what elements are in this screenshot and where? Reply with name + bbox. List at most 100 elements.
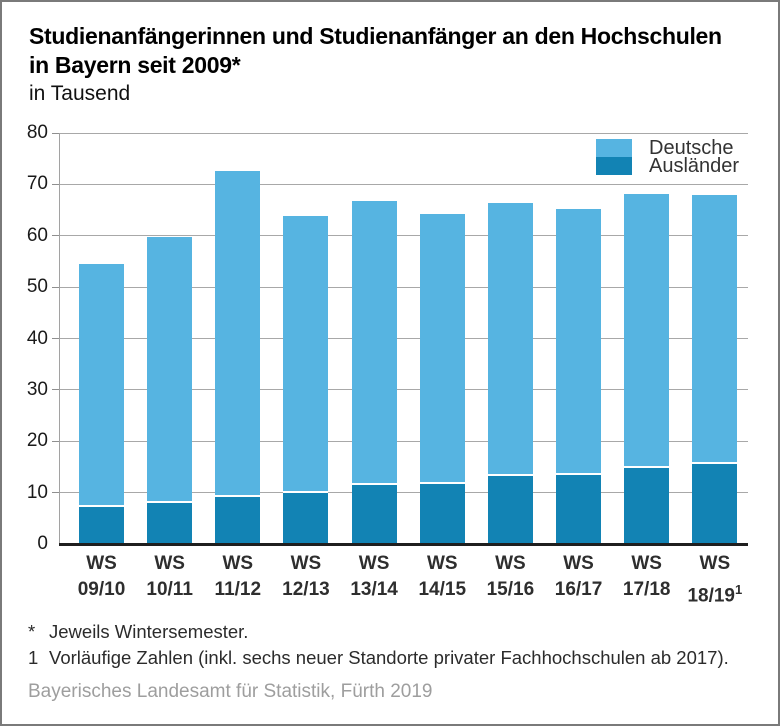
bar-segment-auslaender — [283, 492, 329, 544]
footnote-asterisk: * Jeweils Wintersemester. — [28, 619, 729, 644]
x-axis-label-line1: WS — [631, 553, 662, 574]
x-axis-label: WS 11/12 — [204, 551, 272, 603]
gridline — [59, 389, 748, 391]
x-axis-label: WS 18/191 — [681, 551, 749, 609]
bar-segment-auslaender — [624, 468, 670, 544]
bar-segment-deutsche — [419, 213, 465, 484]
x-axis-label-line1: WS — [222, 553, 254, 574]
x-axis-label-line2: 10/11 — [146, 579, 193, 600]
page-title: Studienanfängerinnen und Studienanfänger… — [29, 22, 722, 80]
bar-segment-auslaender — [556, 474, 602, 544]
x-axis-label: WS 13/14 — [340, 551, 408, 603]
gridline — [59, 440, 748, 442]
x-axis-label-line2: 11/12 — [214, 579, 262, 600]
x-axis-label-line1: WS — [86, 553, 117, 574]
bar-segment-deutsche — [147, 236, 193, 503]
legend-label-deutsche: Deutsche — [649, 137, 734, 159]
bar-12-13 — [283, 215, 329, 544]
y-axis-tick — [52, 183, 59, 185]
bar-segment-auslaender — [351, 485, 397, 544]
x-axis-label-line2: 17/18 — [622, 579, 671, 600]
bar-10-11 — [147, 236, 193, 544]
gridline — [59, 338, 748, 339]
bar-segment-deutsche — [556, 208, 602, 475]
y-axis-label: 20 — [26, 430, 48, 452]
bar-13-14 — [351, 201, 397, 544]
legend-label-auslaender: Ausländer — [649, 155, 740, 177]
bar-segment-auslaender — [419, 483, 465, 544]
bar-segment-auslaender — [79, 507, 124, 544]
footnote-text: Vorläufige Zahlen (inkl. sechs neuer Sta… — [49, 647, 729, 668]
legend-swatch-auslaender — [596, 157, 632, 175]
x-axis-label-line2: 18/191 — [687, 582, 743, 607]
gridline — [59, 492, 748, 494]
bar-segment-deutsche — [624, 193, 670, 469]
legend-row-auslaender: Ausländer — [587, 155, 747, 177]
bar-segment-deutsche — [215, 171, 261, 497]
footnote-1: 1 Vorläufige Zahlen (inkl. sechs neuer S… — [28, 645, 729, 670]
x-axis-label-line1: WS — [495, 553, 526, 574]
y-axis-tick — [52, 338, 59, 339]
bar-segment-auslaender — [215, 496, 261, 544]
x-axis-label-line2: 16/17 — [554, 579, 603, 600]
x-axis-label: WS 09/10 — [68, 551, 136, 603]
y-axis-label: 60 — [26, 224, 48, 246]
x-axis-label-line1: WS — [426, 553, 458, 574]
bar-18-19 — [692, 194, 738, 544]
y-axis-label: 30 — [26, 378, 48, 400]
y-axis-line — [59, 133, 60, 544]
bar-segment-auslaender — [487, 476, 533, 544]
bar-segment-deutsche — [692, 194, 738, 465]
source-credit: Bayerisches Landesamt für Statistik, Für… — [28, 681, 433, 702]
x-axis-label-line1: WS — [563, 553, 594, 574]
x-axis-label: WS 15/16 — [476, 551, 544, 603]
gridline — [59, 183, 748, 185]
x-axis-label-line2: 12/13 — [282, 579, 330, 600]
y-axis-tick — [52, 286, 59, 288]
bar-segment-deutsche — [283, 215, 329, 493]
y-axis-label: 0 — [37, 533, 48, 554]
x-axis-label: WS 16/17 — [545, 551, 613, 603]
bar-segment-deutsche — [487, 203, 533, 477]
bar-segment-deutsche — [79, 264, 124, 507]
title-line-2: in Bayern seit 2009* — [29, 52, 241, 78]
bar-segment-deutsche — [351, 201, 397, 486]
bar-11-12 — [215, 171, 261, 544]
chart-legend: Deutsche Ausländer — [587, 134, 747, 181]
y-axis-tick — [52, 492, 59, 494]
y-axis-tick — [52, 235, 59, 237]
x-axis-label: WS 14/15 — [408, 551, 476, 603]
y-axis-label: 70 — [26, 173, 48, 195]
y-axis-label: 40 — [26, 327, 48, 349]
y-axis-label: 10 — [26, 481, 48, 503]
x-axis-label-line1: WS — [699, 553, 731, 574]
x-axis-label-line2: 15/16 — [486, 579, 535, 600]
title-line-1: Studienanfängerinnen und Studienanfänger… — [29, 23, 722, 49]
footnote-marker: * — [28, 621, 36, 642]
bar-segment-auslaender — [147, 502, 193, 544]
footnote-text: Jeweils Wintersemester. — [49, 621, 249, 642]
x-axis-label: WS 10/11 — [136, 551, 204, 603]
y-axis-label: 80 — [26, 122, 48, 143]
x-axis-line — [59, 543, 748, 546]
gridline — [59, 286, 748, 288]
x-axis-label-line2: 14/15 — [418, 579, 467, 600]
bar-09-10 — [79, 264, 124, 544]
x-axis-label-line1: WS — [154, 553, 185, 574]
gridline — [59, 132, 748, 134]
footnote-reference: 1 — [735, 582, 743, 597]
legend-swatch-deutsche — [596, 139, 632, 157]
x-axis-label-line1: WS — [290, 553, 322, 574]
x-axis-label: WS 17/18 — [613, 551, 681, 603]
x-axis-label-line2: 09/10 — [77, 579, 126, 600]
x-axis-label-line2: 13/14 — [350, 579, 398, 600]
y-axis-label: 50 — [26, 276, 48, 298]
y-axis-tick — [52, 440, 59, 442]
bar-15-16 — [487, 203, 533, 544]
x-axis-label: WS 12/13 — [272, 551, 340, 603]
chart-subtitle: in Tausend — [29, 82, 131, 105]
footnote-marker: 1 — [28, 647, 39, 668]
y-axis-tick — [52, 389, 59, 391]
bar-16-17 — [556, 208, 602, 544]
